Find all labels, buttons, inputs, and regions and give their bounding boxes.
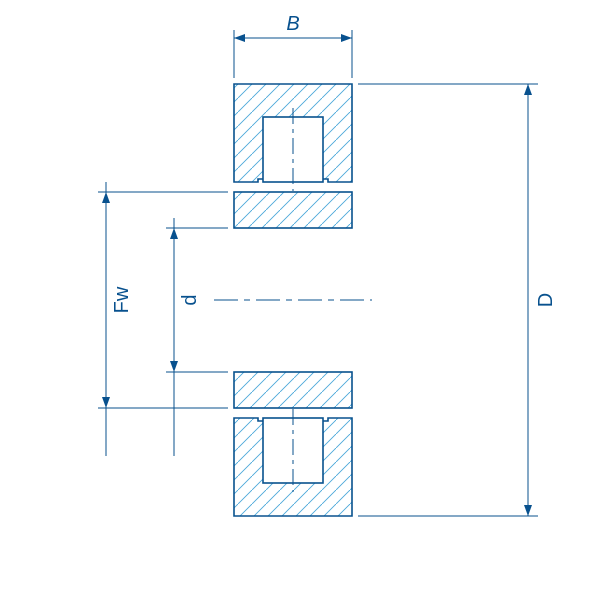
dimension-Fw: Fw: [98, 182, 228, 456]
inner-ring-top: [234, 192, 352, 228]
inner-ring-bottom: [234, 372, 352, 408]
label-Fw: Fw: [111, 286, 133, 313]
dimension-B: B: [234, 13, 352, 78]
dimension-d: d: [166, 218, 228, 456]
label-d: d: [179, 294, 201, 305]
label-D: D: [535, 293, 557, 307]
bearing-cross-section-drawing: B D d Fw: [0, 0, 600, 600]
label-B: B: [286, 13, 299, 35]
dimension-D: D: [358, 84, 557, 516]
